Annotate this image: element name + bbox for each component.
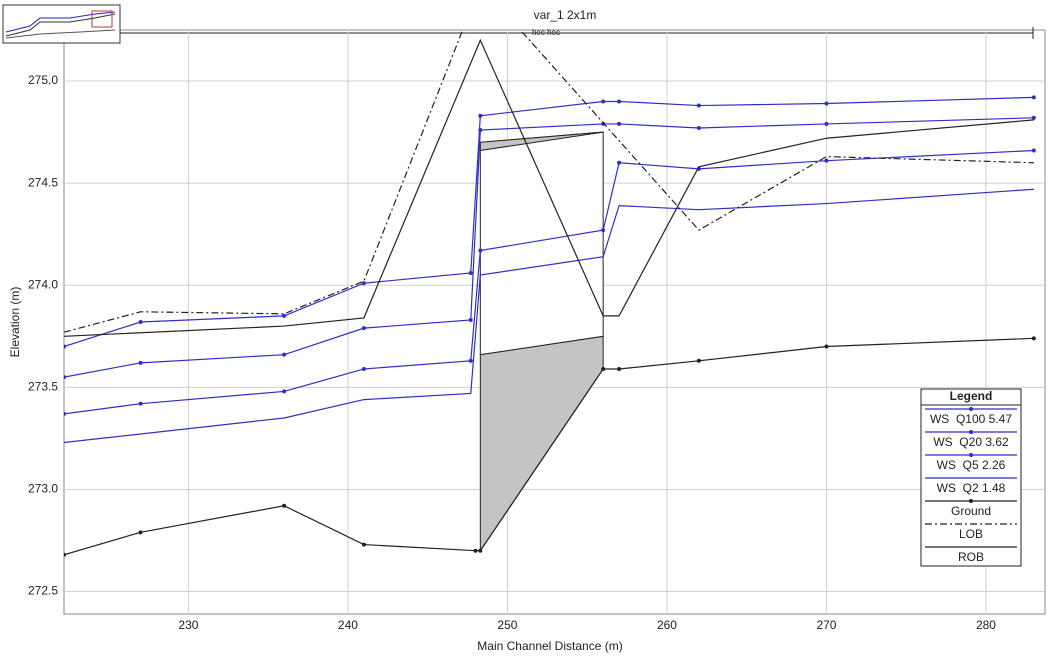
- series-marker: [282, 503, 287, 508]
- y-tick-label: 273.5: [28, 380, 58, 394]
- series-marker: [361, 366, 366, 371]
- series-marker: [601, 121, 606, 126]
- y-tick-label: 273.0: [28, 482, 58, 496]
- series-marker: [478, 113, 483, 118]
- series-marker: [138, 401, 143, 406]
- series-marker: [1031, 95, 1036, 100]
- deck-chord: [479, 131, 604, 152]
- series-marker: [64, 344, 66, 349]
- series-marker: [64, 375, 66, 380]
- y-axis-label: Elevation (m): [8, 287, 22, 358]
- legend-marker: [969, 499, 973, 503]
- legend-label: WS Q5 2.26: [937, 458, 1006, 472]
- legend-marker: [969, 453, 973, 457]
- x-tick-label: 260: [657, 618, 677, 632]
- plot-layer: [64, 30, 1036, 557]
- y-tick-label: 272.5: [28, 584, 58, 598]
- series-marker: [601, 228, 606, 233]
- series-marker: [617, 99, 622, 104]
- series-line: [64, 30, 1034, 333]
- y-tick-label: 275.0: [28, 73, 58, 87]
- series-marker: [478, 128, 483, 133]
- legend-label: WS Q20 3.62: [933, 435, 1009, 449]
- chart-title: var_1 2x1m: [534, 8, 597, 22]
- legend-marker: [969, 407, 973, 411]
- series-marker: [468, 270, 473, 275]
- series-marker: [361, 326, 366, 331]
- x-tick-label: 230: [178, 618, 198, 632]
- series-marker: [824, 101, 829, 106]
- series-marker: [468, 317, 473, 322]
- legend-title: Legend: [950, 389, 993, 403]
- series-marker: [617, 366, 622, 371]
- series-marker: [478, 548, 483, 553]
- series-marker: [696, 103, 701, 108]
- legend-label: Ground: [951, 504, 991, 518]
- series-marker: [468, 358, 473, 363]
- series-marker: [824, 158, 829, 163]
- series-marker: [138, 320, 143, 324]
- series-marker: [64, 552, 66, 557]
- series-marker: [696, 126, 701, 131]
- series-marker: [138, 530, 143, 535]
- x-tick-label: 250: [497, 618, 517, 632]
- series-marker: [138, 360, 143, 365]
- series-marker: [824, 344, 829, 349]
- legend-label: ROB: [958, 550, 984, 564]
- series-line: [64, 38, 1034, 337]
- series-marker: [1031, 148, 1036, 153]
- series-marker: [617, 160, 622, 165]
- series-marker: [282, 313, 287, 318]
- series-line: [64, 188, 1034, 444]
- legend: Legend WS Q100 5.47 WS Q20 3.62 WS Q5 2.26 W…: [920, 388, 1022, 567]
- overview-map: [2, 4, 121, 44]
- series-marker: [282, 389, 287, 394]
- series-marker: [696, 358, 701, 363]
- road-deck: [479, 131, 604, 356]
- y-tick-label: 274.5: [28, 175, 58, 189]
- legend-marker: [969, 430, 973, 434]
- series-marker: [361, 281, 366, 286]
- series-marker: [617, 121, 622, 126]
- x-tick-label: 270: [816, 618, 836, 632]
- series-marker: [473, 548, 478, 553]
- series-marker: [64, 411, 66, 416]
- series-marker: [601, 366, 606, 371]
- series-marker: [361, 542, 366, 547]
- series-marker: [1031, 115, 1036, 120]
- x-tick-label: 280: [976, 618, 996, 632]
- legend-label: LOB: [959, 527, 983, 541]
- chart-subtitle: hec hec: [532, 28, 560, 37]
- x-axis-label: Main Channel Distance (m): [477, 639, 622, 653]
- series-marker: [478, 248, 483, 253]
- series-marker: [824, 121, 829, 126]
- series-marker: [282, 352, 287, 357]
- y-tick-label: 274.0: [28, 277, 58, 291]
- x-tick-label: 240: [338, 618, 358, 632]
- legend-label: WS Q2 1.48: [937, 481, 1006, 495]
- series-marker: [601, 99, 606, 104]
- legend-label: WS Q100 5.47: [930, 412, 1012, 426]
- series-marker: [1031, 336, 1036, 341]
